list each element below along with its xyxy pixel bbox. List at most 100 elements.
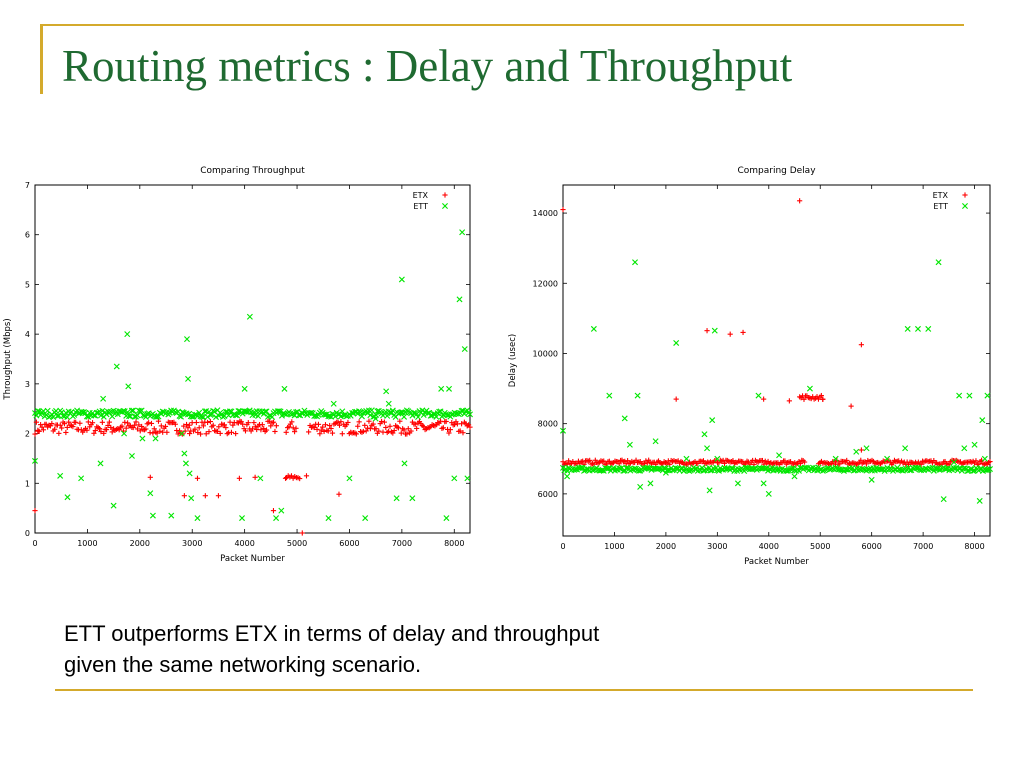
etx-band-point <box>99 419 105 425</box>
ett-point <box>606 392 613 399</box>
etx-band-point <box>641 461 648 467</box>
ett-band-point <box>75 410 82 417</box>
ett-point <box>456 296 463 303</box>
etx-point <box>187 430 193 437</box>
etx-band-point <box>447 427 453 433</box>
etx-band-point <box>451 421 458 428</box>
x-tick-label: 2000 <box>130 539 150 548</box>
x-tick-label: 8000 <box>444 539 464 548</box>
etx-band-point <box>378 418 385 425</box>
ett-point <box>438 385 445 392</box>
ett-point <box>979 417 986 424</box>
ett-point <box>925 325 932 332</box>
ett-band-point <box>784 467 791 474</box>
etx-band-point <box>918 461 924 467</box>
data-layer <box>32 229 473 536</box>
etx-band-point <box>70 424 76 430</box>
ett-point <box>362 515 369 522</box>
etx-band-point <box>197 431 204 437</box>
etx-band-point <box>266 418 272 424</box>
etx-band-point <box>181 423 187 429</box>
ett-band-point <box>436 408 443 415</box>
etx-band-point <box>467 424 473 430</box>
etx-band-point <box>356 419 362 425</box>
etx-band-point <box>228 429 235 435</box>
legend-label: ETT <box>413 202 428 211</box>
etx-point <box>181 493 187 499</box>
etx-band-point <box>322 422 329 428</box>
etx-band-point <box>101 430 107 436</box>
bottom-rule <box>55 689 973 691</box>
ett-point <box>984 392 991 399</box>
etx-point <box>252 474 258 480</box>
etx-band-point <box>273 423 279 429</box>
etx-band-point <box>625 458 631 464</box>
ett-band-point <box>154 413 161 420</box>
ett-band-point <box>389 407 396 414</box>
ett-point <box>647 480 654 487</box>
etx-band-point <box>443 418 449 425</box>
x-tick-label: 5000 <box>810 542 830 551</box>
etx-band-point <box>362 422 368 428</box>
etx-point <box>35 428 41 434</box>
ett-band-point <box>339 408 346 415</box>
ett-point <box>714 455 721 462</box>
ett-point <box>32 457 38 464</box>
etx-band-point <box>133 419 139 425</box>
etx-band-point <box>383 424 389 431</box>
ett-point <box>113 363 120 370</box>
etx-band-point <box>249 426 256 432</box>
ett-point <box>278 507 285 514</box>
etx-band-point <box>440 425 446 431</box>
x-tick-label: 0 <box>560 542 565 551</box>
etx-band-point <box>106 419 112 425</box>
y-tick-label: 14000 <box>533 209 558 218</box>
ett-point <box>590 325 597 332</box>
x-tick-label: 4000 <box>234 539 254 548</box>
ett-band-point <box>368 407 375 414</box>
ett-point <box>806 385 813 392</box>
etx-point <box>740 329 746 336</box>
ett-point <box>183 336 190 343</box>
ett-point <box>401 460 408 467</box>
etx-band-point <box>109 429 115 435</box>
legend-label: ETT <box>933 202 948 211</box>
ett-point <box>461 346 468 353</box>
ett-point <box>760 480 767 487</box>
etx-band-point <box>801 459 808 465</box>
etx-cluster-point <box>818 392 824 399</box>
ett-point <box>139 435 146 442</box>
etx-point <box>858 447 864 453</box>
etx-band-point <box>143 426 149 432</box>
y-tick-label: 6 <box>25 231 30 240</box>
etx-point <box>727 331 733 337</box>
etx-band-point <box>137 428 143 434</box>
ett-point <box>976 497 983 504</box>
ett-point <box>683 455 690 462</box>
etx-band-point <box>421 424 427 430</box>
etx-band-point <box>105 422 111 429</box>
etx-band-point <box>306 429 312 435</box>
etx-band-point <box>33 419 40 425</box>
title-accent-bar <box>40 24 43 94</box>
x-axis-label: Packet Number <box>744 557 809 567</box>
etx-band-point <box>40 427 47 433</box>
ett-point <box>832 455 839 462</box>
etx-band-point <box>315 421 322 427</box>
etx-band-point <box>206 429 212 435</box>
legend-marker-ett <box>442 203 448 209</box>
etx-band-point <box>157 428 163 434</box>
etx-band-point <box>730 458 736 464</box>
ett-band-point <box>437 408 444 415</box>
etx-band-point <box>644 460 650 466</box>
etx-point <box>820 396 826 402</box>
ett-point <box>168 512 175 519</box>
ett-point <box>662 469 669 476</box>
etx-point <box>336 491 342 497</box>
etx-band-point <box>162 423 169 430</box>
etx-band-point <box>973 458 979 464</box>
etx-band-point <box>314 426 320 432</box>
ett-point <box>637 483 644 490</box>
ett-point <box>181 450 188 457</box>
ett-point <box>765 490 772 497</box>
